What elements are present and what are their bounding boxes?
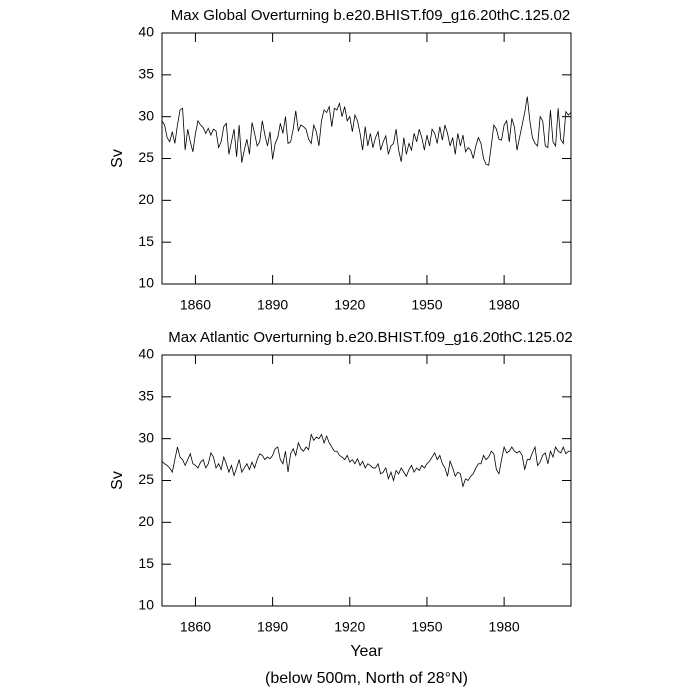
y-tick-label: 35: [138, 388, 154, 404]
x-tick-label: 1950: [411, 619, 442, 635]
y-tick-label: 25: [138, 149, 154, 165]
x-tick-label: 1860: [180, 297, 211, 313]
y-tick-label: 15: [138, 555, 154, 571]
y-tick-label: 20: [138, 513, 154, 529]
x-tick-label: 1920: [334, 619, 365, 635]
chart-title: Max Global Overturning b.e20.BHIST.f09_g…: [171, 7, 570, 24]
x-tick-label: 1950: [411, 297, 442, 313]
y-tick-label: 15: [138, 233, 154, 249]
x-tick-label: 1980: [489, 619, 520, 635]
chart-title: Max Atlantic Overturning b.e20.BHIST.f09…: [168, 329, 572, 346]
x-tick-label: 1860: [180, 619, 211, 635]
x-tick-label: 1890: [257, 297, 288, 313]
x-tick-label: 1890: [257, 619, 288, 635]
y-tick-label: 25: [138, 471, 154, 487]
plot-frame: [161, 354, 572, 607]
y-tick-label: 10: [138, 597, 154, 613]
note: (below 500m, North of 28°N): [265, 670, 468, 687]
y-tick-label: 30: [138, 107, 154, 123]
x-tick-label: 1980: [489, 297, 520, 313]
y-tick-label: 10: [138, 275, 154, 291]
plot-frame: [161, 32, 572, 285]
x-tick-label: 1920: [334, 297, 365, 313]
y-tick-label: 35: [138, 66, 154, 82]
y-axis-label: Sv: [109, 149, 126, 168]
x-axis-label: Year: [350, 643, 383, 660]
y-tick-label: 40: [138, 346, 154, 362]
y-tick-label: 20: [138, 191, 154, 207]
y-tick-label: 30: [138, 429, 154, 445]
y-tick-label: 40: [138, 24, 154, 40]
data-line: [161, 96, 572, 166]
y-axis-label: Sv: [109, 471, 126, 490]
data-line: [161, 433, 571, 488]
